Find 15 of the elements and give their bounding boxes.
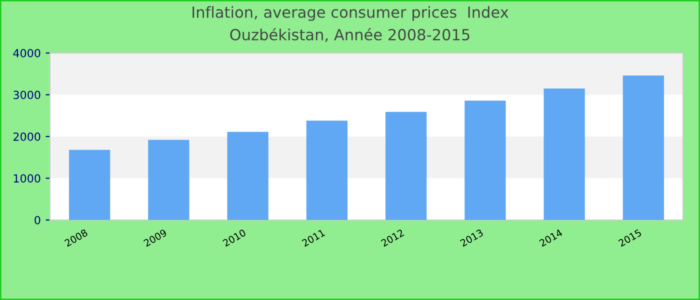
y-tick-label: 2000	[14, 132, 40, 141]
bar	[227, 132, 268, 220]
chart-title: Inflation, average consumer prices Index	[192, 6, 508, 21]
chart-subtitle: Ouzbékistan, Année 2008-2015	[230, 28, 470, 42]
bar	[544, 88, 585, 220]
y-tick-label: 3000	[14, 90, 40, 100]
bar	[464, 100, 506, 220]
y-tick-label: 4000	[13, 48, 40, 58]
bar	[622, 76, 664, 220]
bar	[68, 150, 110, 220]
bar	[306, 120, 348, 220]
y-tick-label: 1000	[14, 174, 40, 183]
bar	[385, 112, 427, 220]
y-tick-label: 0	[34, 216, 40, 224]
bar	[148, 140, 190, 220]
